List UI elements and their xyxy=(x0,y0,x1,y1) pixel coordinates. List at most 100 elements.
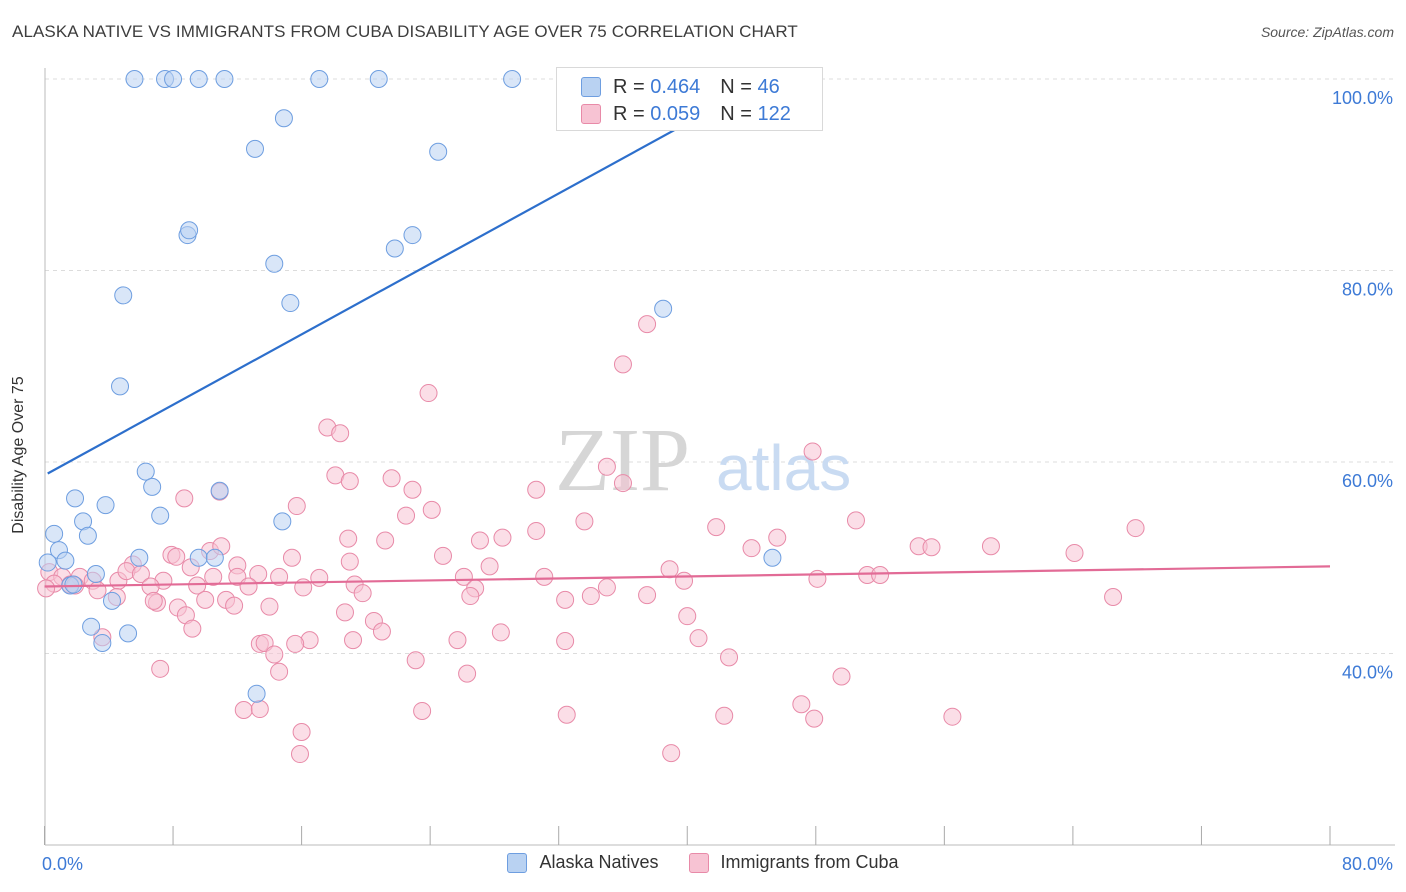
data-point-alaska-natives xyxy=(56,551,75,570)
data-point-immigrants-from-cuba xyxy=(286,634,305,653)
y-tick-label: 40.0% xyxy=(1342,663,1393,683)
data-point-alaska-natives xyxy=(64,575,83,594)
data-point-immigrants-from-cuba xyxy=(340,552,359,571)
series-legend: Alaska Natives Immigrants from Cuba xyxy=(0,852,1406,873)
data-point-immigrants-from-cuba xyxy=(575,512,594,531)
data-point-immigrants-from-cuba xyxy=(397,506,416,525)
data-point-alaska-natives xyxy=(210,481,229,500)
data-point-immigrants-from-cuba xyxy=(557,705,576,724)
data-point-alaska-natives xyxy=(654,299,673,318)
data-point-immigrants-from-cuba xyxy=(260,597,279,616)
data-point-alaska-natives xyxy=(281,294,300,313)
data-point-immigrants-from-cuba xyxy=(922,538,941,557)
data-point-immigrants-from-cuba xyxy=(250,700,269,719)
data-point-alaska-natives xyxy=(247,684,266,703)
data-point-alaska-natives xyxy=(114,286,133,305)
data-point-immigrants-from-cuba xyxy=(282,548,301,567)
data-point-immigrants-from-cuba xyxy=(270,567,289,586)
data-point-immigrants-from-cuba xyxy=(413,701,432,720)
data-point-immigrants-from-cuba xyxy=(234,700,253,719)
data-point-alaska-natives xyxy=(136,462,155,481)
y-tick-label: 100.0% xyxy=(1332,88,1393,108)
data-point-alaska-natives xyxy=(274,109,293,128)
data-point-alaska-natives xyxy=(215,70,234,88)
series-alaska-natives-points xyxy=(38,70,782,703)
data-point-immigrants-from-cuba xyxy=(470,531,489,550)
y-tick-label: 80.0% xyxy=(1342,280,1393,300)
data-point-immigrants-from-cuba xyxy=(265,645,284,664)
data-point-immigrants-from-cuba xyxy=(491,623,510,642)
data-point-alaska-natives xyxy=(273,512,292,531)
legend-item-immigrants-from-cuba[interactable]: Immigrants from Cuba xyxy=(688,852,899,873)
legend-item-alaska-natives[interactable]: Alaska Natives xyxy=(507,852,659,873)
data-point-immigrants-from-cuba xyxy=(310,568,329,587)
data-point-immigrants-from-cuba xyxy=(1065,543,1084,562)
data-point-immigrants-from-cuba xyxy=(183,619,202,638)
data-point-immigrants-from-cuba xyxy=(638,315,657,334)
data-point-immigrants-from-cuba xyxy=(376,531,395,550)
source-credit: Source: ZipAtlas.com xyxy=(1260,24,1394,40)
data-point-immigrants-from-cuba xyxy=(871,565,890,584)
data-point-immigrants-from-cuba xyxy=(662,744,681,763)
data-point-immigrants-from-cuba xyxy=(188,576,207,595)
data-point-alaska-natives xyxy=(180,221,199,240)
data-point-immigrants-from-cuba xyxy=(353,584,372,603)
data-point-alaska-natives xyxy=(86,565,105,584)
data-point-immigrants-from-cuba xyxy=(292,723,311,742)
data-point-immigrants-from-cuba xyxy=(943,707,962,726)
watermark-zip: ZIP xyxy=(555,411,690,510)
legend-n-value: 46 xyxy=(757,75,780,98)
legend-r-label: R = xyxy=(613,75,645,98)
data-point-alaska-natives xyxy=(45,524,64,543)
data-point-immigrants-from-cuba xyxy=(556,632,575,651)
data-point-alaska-natives xyxy=(93,633,112,652)
data-point-immigrants-from-cuba xyxy=(339,529,358,548)
data-point-immigrants-from-cuba xyxy=(461,587,480,606)
data-point-immigrants-from-cuba xyxy=(535,567,554,586)
legend-swatch-blue xyxy=(581,77,601,97)
x-tick-label: 80.0% xyxy=(1342,854,1393,874)
legend-r-value: 0.059 xyxy=(650,102,701,125)
data-point-immigrants-from-cuba xyxy=(372,622,391,641)
legend-swatch-blue xyxy=(507,852,528,873)
data-point-alaska-natives xyxy=(38,553,57,572)
data-point-immigrants-from-cuba xyxy=(1104,588,1123,607)
legend-swatch-pink xyxy=(688,852,709,873)
data-point-immigrants-from-cuba xyxy=(597,578,616,597)
data-point-immigrants-from-cuba xyxy=(419,384,438,403)
data-point-immigrants-from-cuba xyxy=(331,424,350,443)
data-point-alaska-natives xyxy=(429,142,448,161)
x-tick-label: 0.0% xyxy=(42,854,83,874)
series-immigrants-from-cuba-points xyxy=(37,315,1145,764)
data-point-alaska-natives xyxy=(119,624,138,643)
data-point-immigrants-from-cuba xyxy=(204,567,223,586)
legend-n-label: N = xyxy=(720,75,752,98)
legend-n-label: N = xyxy=(720,102,752,125)
legend-swatch-pink xyxy=(581,104,601,124)
trend-line-alaska-natives xyxy=(47,78,769,475)
data-point-immigrants-from-cuba xyxy=(493,528,512,547)
data-point-immigrants-from-cuba xyxy=(448,631,467,650)
data-point-immigrants-from-cuba xyxy=(527,480,546,499)
data-point-alaska-natives xyxy=(82,617,101,636)
legend-row-alaska-natives: R = 0.464 N = 46 xyxy=(581,75,780,99)
data-point-immigrants-from-cuba xyxy=(255,633,274,652)
data-point-immigrants-from-cuba xyxy=(340,472,359,491)
data-point-alaska-natives xyxy=(265,254,284,273)
data-point-immigrants-from-cuba xyxy=(768,528,787,547)
watermark-atlas: atlas xyxy=(716,432,851,504)
data-point-alaska-natives xyxy=(130,548,149,567)
data-point-alaska-natives xyxy=(369,70,388,88)
data-point-immigrants-from-cuba xyxy=(689,629,708,648)
data-point-immigrants-from-cuba xyxy=(803,442,822,461)
data-point-immigrants-from-cuba xyxy=(792,695,811,714)
data-point-immigrants-from-cuba xyxy=(715,706,734,725)
data-point-immigrants-from-cuba xyxy=(37,579,56,598)
data-point-immigrants-from-cuba xyxy=(167,547,186,566)
data-point-immigrants-from-cuba xyxy=(454,567,473,586)
data-point-immigrants-from-cuba xyxy=(287,497,306,516)
data-point-immigrants-from-cuba xyxy=(832,667,851,686)
legend-item-label: Alaska Natives xyxy=(539,852,659,872)
data-point-alaska-natives xyxy=(143,477,162,496)
